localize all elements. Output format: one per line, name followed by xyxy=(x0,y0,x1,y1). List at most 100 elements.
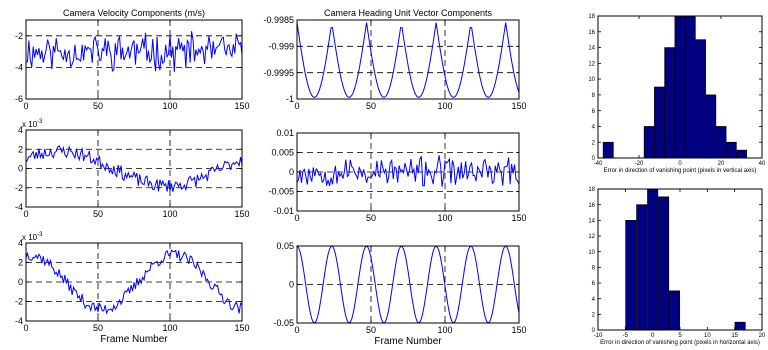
y-tick-label: 0.005 xyxy=(271,148,294,158)
y-tick-label: -0.05 xyxy=(273,318,294,328)
x-tick-label: 100 xyxy=(437,213,452,223)
axes-box xyxy=(296,19,520,100)
x-tick-label: 20 xyxy=(759,333,766,339)
y-tick-label: 14 xyxy=(588,218,595,224)
y-tick-label: -0.01 xyxy=(273,206,294,216)
x-tick-label: 0 xyxy=(23,323,28,333)
y-tick-label: 18 xyxy=(588,187,595,193)
y-tick-label: 2 xyxy=(592,140,596,146)
histogram-bar xyxy=(669,290,681,331)
histogram-bar xyxy=(664,47,676,159)
chart-title: Camera Velocity Components (m/s) xyxy=(63,8,205,18)
y-tick-label: -0.005 xyxy=(268,187,294,197)
x-tick-label: 100 xyxy=(162,101,177,111)
x-tick-label: 0 xyxy=(651,333,655,339)
axis-exponent-power: -3 xyxy=(37,119,43,125)
y-tick-label: 4 xyxy=(18,125,23,135)
x-tick-label: 150 xyxy=(234,101,249,111)
histogram-bar xyxy=(674,15,686,159)
y-tick-label: 0 xyxy=(289,167,294,177)
x-axis-label: Frame Number xyxy=(374,336,442,347)
y-tick-label: 12 xyxy=(588,61,595,67)
x-tick-label: 100 xyxy=(162,209,177,219)
y-tick-label: -2 xyxy=(15,297,23,307)
x-tick-label: 150 xyxy=(511,101,526,111)
x-tick-label: -10 xyxy=(594,333,603,339)
histogram-bar xyxy=(684,15,696,159)
y-tick-label: 0.05 xyxy=(276,241,294,251)
x-tick-label: 0 xyxy=(678,161,682,167)
y-tick-label: 18 xyxy=(588,14,595,20)
axes-box xyxy=(25,19,243,100)
x-tick-label: 0 xyxy=(23,101,28,111)
x-tick-label: 50 xyxy=(366,325,376,335)
y-tick-label: 16 xyxy=(588,203,595,209)
histogram-bar xyxy=(636,204,648,331)
y-tick-label: -4 xyxy=(15,63,23,73)
y-tick-label: 10 xyxy=(588,77,595,83)
x-tick-label: 15 xyxy=(731,333,738,339)
y-tick-label: 4 xyxy=(18,238,23,248)
y-tick-label: -0.9985 xyxy=(263,15,294,25)
y-tick-label: 0 xyxy=(289,280,294,290)
histogram-bar xyxy=(705,94,717,159)
y-tick-label: 2 xyxy=(18,258,23,268)
x-tick-label: 50 xyxy=(93,323,103,333)
x-axis-label: Frame Number xyxy=(100,334,168,345)
y-tick-label: 6 xyxy=(592,109,596,115)
y-tick-label: 0 xyxy=(18,164,23,174)
y-tick-label: 8 xyxy=(592,265,596,271)
x-tick-label: 150 xyxy=(511,325,526,335)
y-tick-label: -1 xyxy=(286,94,294,104)
histogram-bar xyxy=(725,141,737,159)
histogram-bar xyxy=(647,188,659,331)
y-tick-label: 0 xyxy=(592,328,596,334)
histogram-bar xyxy=(715,126,727,159)
histogram-bar xyxy=(602,141,614,159)
x-tick-label: 150 xyxy=(511,213,526,223)
axis-exponent-power: -3 xyxy=(37,232,43,238)
x-tick-label: 10 xyxy=(704,333,711,339)
y-tick-label: 6 xyxy=(592,281,596,287)
y-tick-label: -2 xyxy=(15,31,23,41)
x-tick-label: 0 xyxy=(294,325,299,335)
x-tick-label: 50 xyxy=(366,101,376,111)
x-axis-label: Error in direction of vanishing point (p… xyxy=(604,168,757,174)
axis-exponent: x 10-3 xyxy=(22,232,43,242)
y-tick-label: 12 xyxy=(588,234,595,240)
histogram-bar xyxy=(695,39,706,159)
x-tick-label: 150 xyxy=(234,323,249,333)
x-tick-label: 40 xyxy=(759,161,766,167)
series-line xyxy=(296,245,520,324)
y-tick-label: 14 xyxy=(588,46,595,52)
x-tick-label: 100 xyxy=(437,325,452,335)
x-tick-label: 0 xyxy=(294,101,299,111)
y-tick-label: 4 xyxy=(592,125,596,131)
histogram-bar xyxy=(643,126,655,159)
histogram-bar xyxy=(658,196,670,331)
x-tick-label: 50 xyxy=(366,213,376,223)
x-tick-label: 150 xyxy=(234,209,249,219)
x-tick-label: 50 xyxy=(93,101,103,111)
x-tick-label: -20 xyxy=(635,161,644,167)
x-tick-label: -40 xyxy=(594,161,603,167)
series-line xyxy=(25,31,243,72)
x-tick-label: 20 xyxy=(718,161,725,167)
y-tick-label: 8 xyxy=(592,93,596,99)
x-tick-label: 100 xyxy=(162,323,177,333)
x-tick-label: 0 xyxy=(23,209,28,219)
x-tick-label: 0 xyxy=(294,213,299,223)
axis-exponent: x 10-3 xyxy=(22,119,43,129)
y-tick-label: 2 xyxy=(592,312,596,318)
series-line xyxy=(25,249,243,315)
histogram-bar xyxy=(736,149,747,159)
y-tick-label: -4 xyxy=(15,202,23,212)
y-tick-label: 16 xyxy=(588,30,595,36)
histogram-bar xyxy=(625,220,637,331)
histogram-bar xyxy=(654,86,665,159)
y-tick-label: 0.01 xyxy=(276,128,294,138)
y-tick-label: 10 xyxy=(588,250,595,256)
y-tick-label: -0.999 xyxy=(268,41,294,51)
